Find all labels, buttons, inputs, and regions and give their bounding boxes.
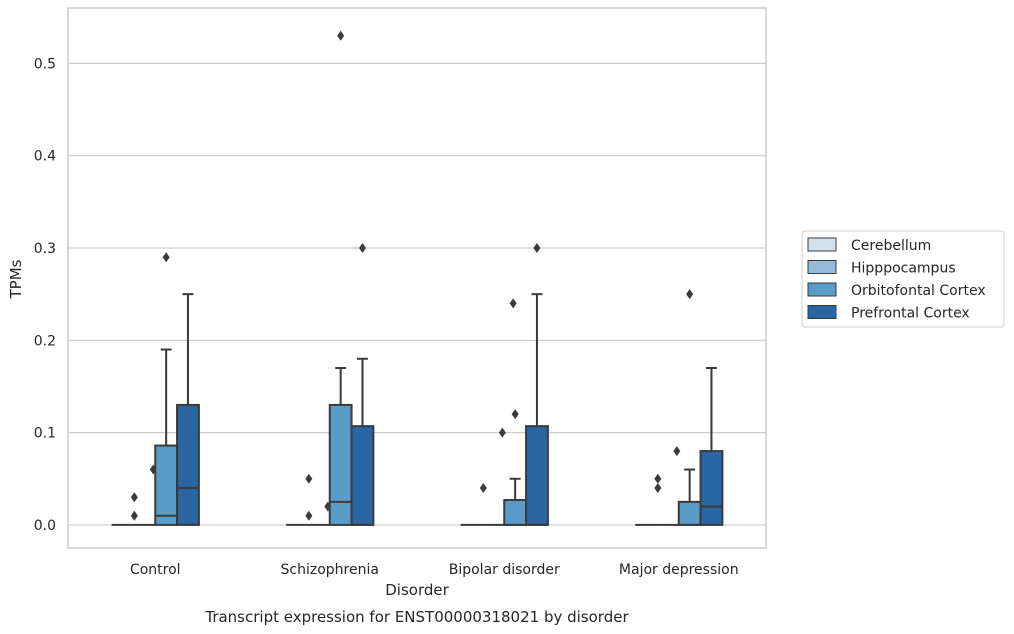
box [350, 243, 375, 526]
box [525, 243, 549, 526]
x-tick-label: Bipolar disorder [449, 562, 560, 578]
legend-label: Cerebellum [851, 238, 931, 254]
box [654, 446, 681, 526]
legend-swatch [807, 305, 837, 319]
x-tick-label: Control [130, 562, 181, 578]
y-tick-label: 0.4 [34, 149, 56, 165]
box-body [154, 444, 179, 526]
legend-label: Hipppocampus [851, 261, 956, 277]
outlier-point [162, 252, 170, 263]
plot-area-frame [67, 7, 767, 549]
box [130, 464, 157, 526]
outlier-point [533, 243, 541, 253]
outlier-point [511, 409, 519, 420]
y-tick-label: 0.5 [34, 56, 56, 72]
outlier-point [654, 473, 662, 484]
box-body [699, 450, 724, 526]
outlier-point [673, 446, 681, 457]
outlier-point [358, 243, 366, 253]
box [479, 427, 506, 526]
box [699, 367, 724, 526]
x-axis-label: Disorder [385, 581, 449, 599]
box [503, 298, 528, 526]
legend: Cerebellum Hipppocampus Orbitofontal Corte… [801, 230, 1005, 328]
box [154, 252, 179, 526]
y-axis-label: TPMs [7, 259, 25, 299]
box-body [677, 500, 702, 526]
legend-frame [801, 230, 1005, 328]
outlier-point [305, 510, 313, 521]
outlier-point [686, 289, 694, 300]
box [328, 30, 353, 526]
chart-caption: Transcript expression for ENST0000031802… [204, 608, 629, 626]
outlier-point [479, 483, 487, 493]
box-body [503, 499, 528, 526]
outlier-point [498, 427, 506, 438]
outlier-point [509, 298, 517, 309]
outlier-point [305, 473, 313, 484]
box-body [176, 403, 200, 526]
y-tick-label: 0.3 [34, 241, 56, 257]
outlier-point [337, 30, 345, 41]
box-body [525, 425, 549, 526]
legend-swatch [807, 260, 837, 274]
box [176, 293, 200, 526]
legend-swatch [807, 282, 837, 297]
y-tick-label: 0.0 [34, 518, 56, 534]
y-tick-labels: 0.0 0.1 0.2 0.3 0.4 0.5 [34, 56, 56, 534]
box-body [328, 403, 353, 526]
outlier-point [130, 492, 138, 503]
legend-label: Orbitofontal Cortex [851, 283, 986, 299]
x-tick-label: Major depression [619, 562, 739, 578]
legend-swatch [807, 237, 837, 252]
legend-label: Prefrontal Cortex [851, 306, 970, 322]
box-body [350, 425, 375, 526]
outlier-point [654, 483, 662, 493]
x-tick-label: Schizophrenia [281, 562, 379, 578]
box [305, 473, 332, 526]
x-tick-labels: Control Schizophrenia Bipolar disorder Majo… [130, 562, 739, 578]
box-series [111, 30, 724, 526]
outlier-point [130, 510, 138, 521]
y-tick-label: 0.2 [34, 333, 56, 349]
y-tick-label: 0.1 [34, 426, 56, 442]
box [677, 289, 702, 526]
